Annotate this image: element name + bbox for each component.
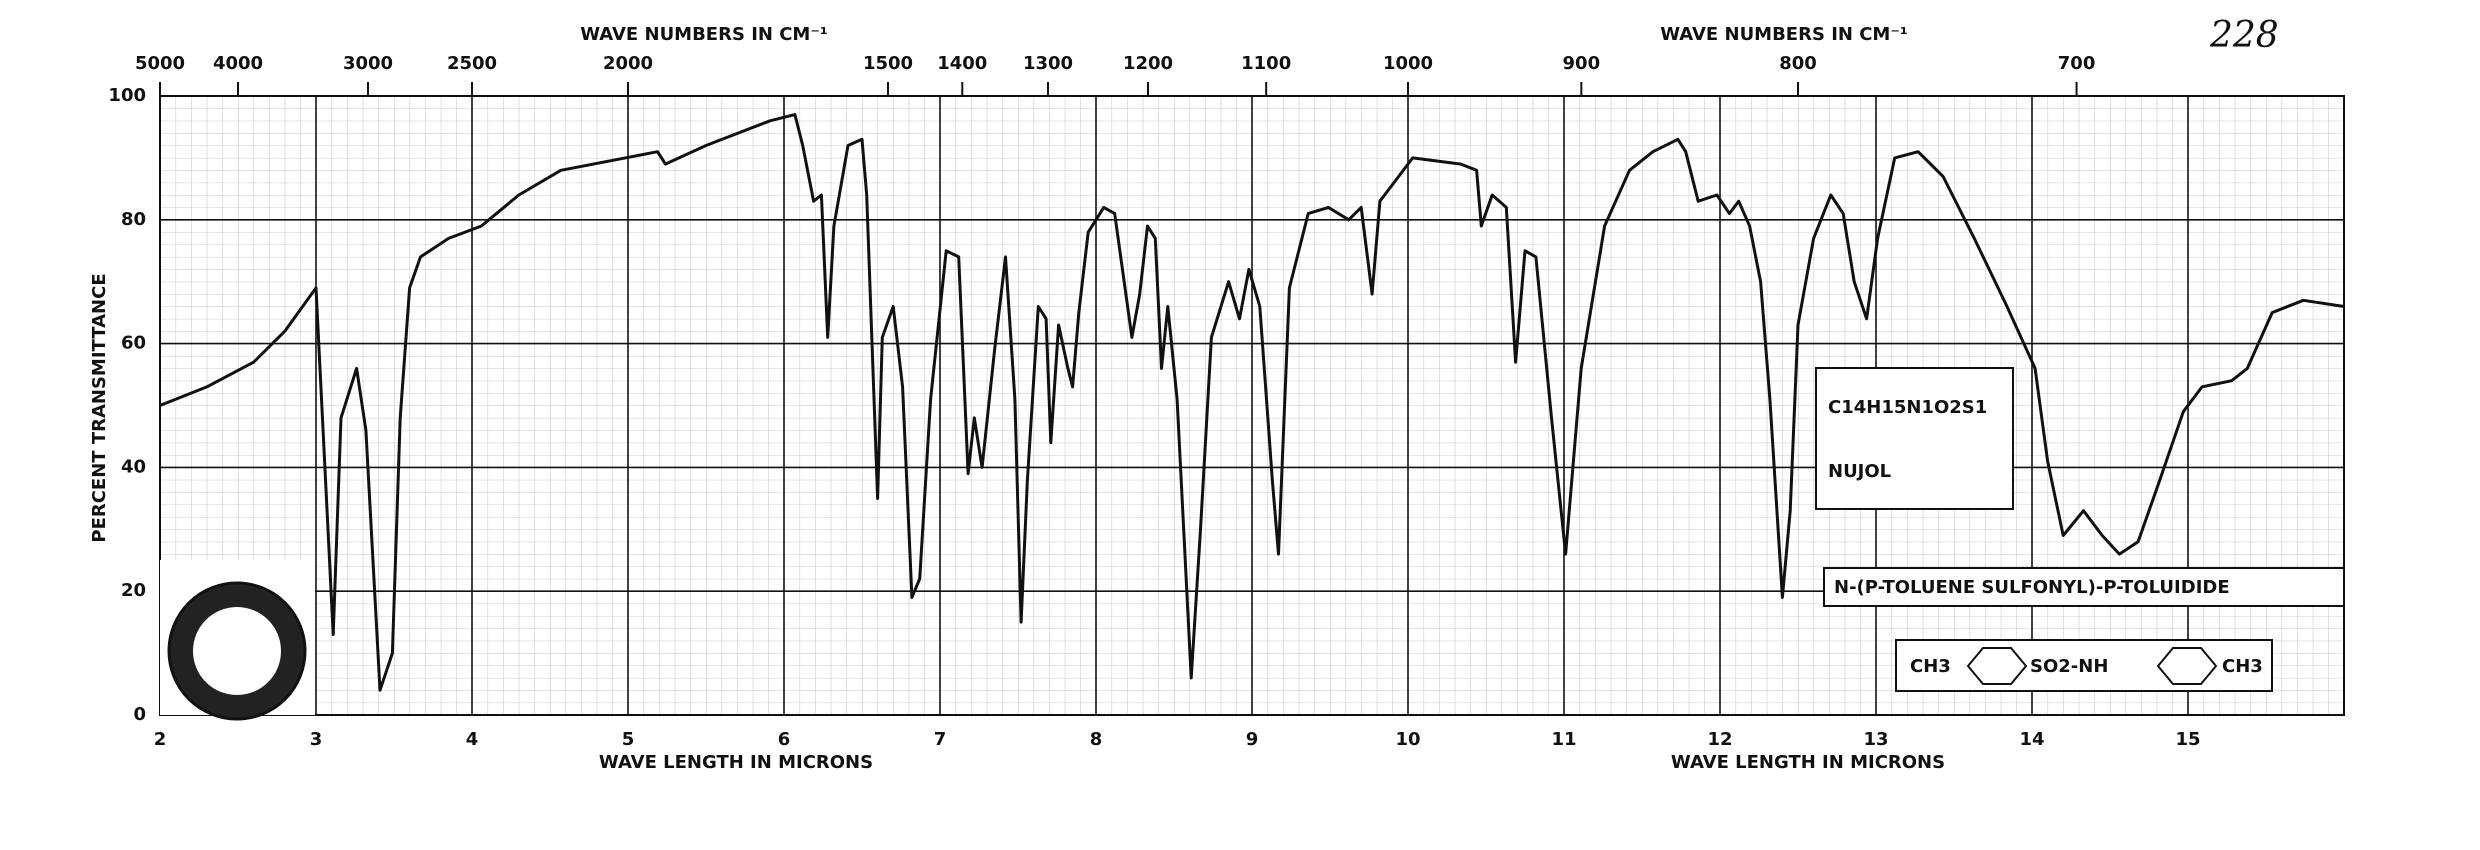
x2-tick-label: 5000 bbox=[135, 53, 185, 74]
structure-rings bbox=[1966, 647, 2218, 685]
x2-tick-label: 1200 bbox=[1123, 53, 1173, 74]
y-tick-label: 0 bbox=[133, 704, 146, 725]
structure-text: CH3 bbox=[1910, 656, 1951, 677]
compound-name: N-(P-TOLUENE SULFONYL)-P-TOLUIDIDE bbox=[1834, 577, 2230, 598]
y-tick-label: 100 bbox=[108, 85, 146, 106]
x-tick-label: 7 bbox=[934, 729, 947, 750]
x-axis-title: WAVE LENGTH IN MICRONS bbox=[599, 752, 873, 773]
x2-tick-label: 1100 bbox=[1241, 53, 1291, 74]
x2-tick-label: 1400 bbox=[937, 53, 987, 74]
x-tick-label: 11 bbox=[1551, 729, 1576, 750]
medium: NUJOL bbox=[1828, 461, 1891, 482]
name-box bbox=[1823, 567, 2345, 607]
structure-box bbox=[1895, 639, 2273, 692]
y-tick-label: 60 bbox=[121, 333, 146, 354]
x2-tick-label: 1500 bbox=[863, 53, 913, 74]
x2-tick-label: 4000 bbox=[213, 53, 263, 74]
x-tick-label: 14 bbox=[2019, 729, 2044, 750]
x2-axis-title: WAVE NUMBERS IN CM⁻¹ bbox=[1660, 24, 1907, 45]
structure-text: CH3 bbox=[2222, 656, 2263, 677]
x2-axis-title: WAVE NUMBERS IN CM⁻¹ bbox=[580, 24, 827, 45]
formula-box bbox=[1815, 367, 2014, 510]
y-tick-label: 80 bbox=[121, 209, 146, 230]
x-tick-label: 6 bbox=[778, 729, 791, 750]
spectrum-line bbox=[159, 113, 2345, 692]
logo-inner bbox=[193, 607, 281, 695]
x2-tick-label: 700 bbox=[2058, 53, 2096, 74]
page-number: 228 bbox=[2209, 15, 2279, 56]
x-tick-label: 3 bbox=[310, 729, 323, 750]
x2-tick-label: 2500 bbox=[447, 53, 497, 74]
y-axis-title: PERCENT TRANSMITTANCE bbox=[89, 273, 110, 542]
formula: C14H15N1O2S1 bbox=[1828, 397, 1987, 418]
structure-text: SO2-NH bbox=[2030, 656, 2108, 677]
x2-tick-label: 3000 bbox=[343, 53, 393, 74]
x2-tick-label: 1000 bbox=[1383, 53, 1433, 74]
y-tick-label: 20 bbox=[121, 580, 146, 601]
x-tick-label: 15 bbox=[2175, 729, 2200, 750]
x-tick-label: 5 bbox=[622, 729, 635, 750]
x-tick-label: 10 bbox=[1395, 729, 1420, 750]
y-tick-label: 40 bbox=[121, 456, 146, 477]
x-tick-label: 4 bbox=[466, 729, 479, 750]
x-tick-label: 8 bbox=[1090, 729, 1103, 750]
x-tick-label: 9 bbox=[1246, 729, 1259, 750]
x-tick-label: 13 bbox=[1863, 729, 1888, 750]
x2-tick-label: 2000 bbox=[603, 53, 653, 74]
x-tick-label: 2 bbox=[154, 729, 167, 750]
x-axis-title: WAVE LENGTH IN MICRONS bbox=[1671, 752, 1945, 773]
x2-tick-label: 1300 bbox=[1023, 53, 1073, 74]
x2-tick-label: 900 bbox=[1563, 53, 1601, 74]
x2-tick-label: 800 bbox=[1779, 53, 1817, 74]
x-tick-label: 12 bbox=[1707, 729, 1732, 750]
